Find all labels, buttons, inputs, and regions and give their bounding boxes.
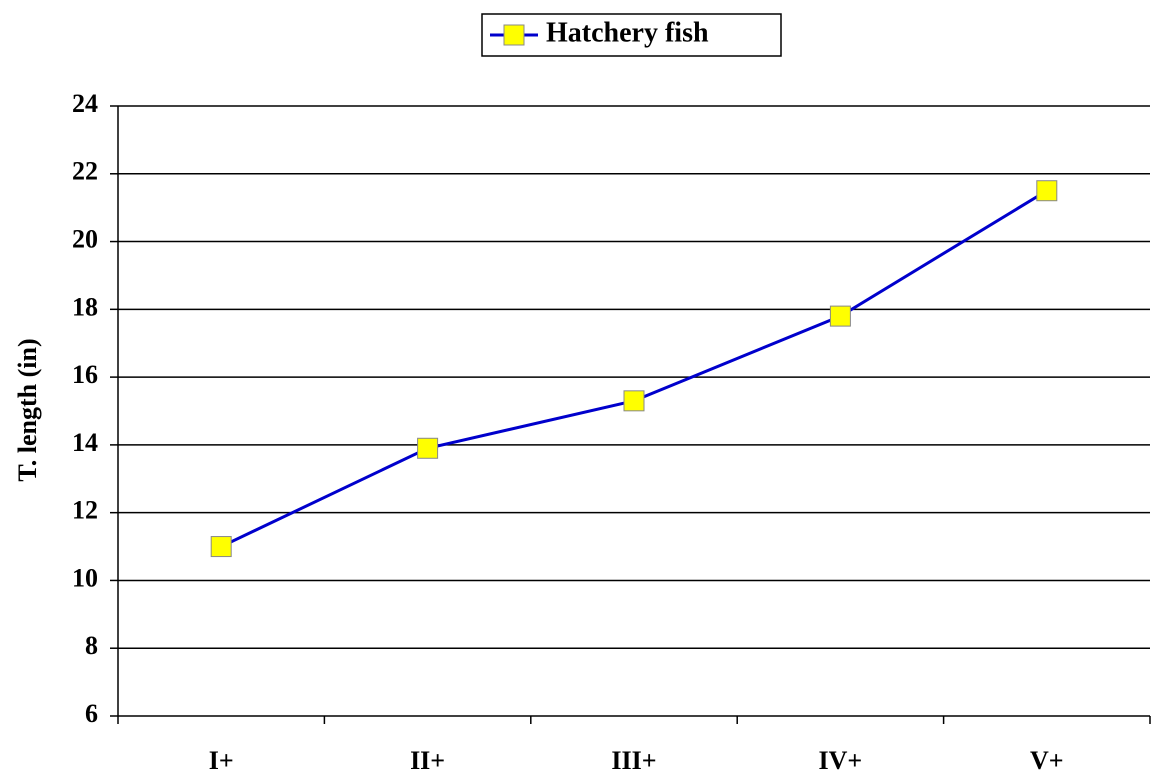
x-tick-label: III+ [611,746,656,775]
y-tick-label: 16 [72,360,98,389]
y-tick-label: 14 [72,428,98,457]
marker [210,536,232,558]
y-tick-label: 18 [72,292,98,321]
x-tick-label: II+ [410,746,445,775]
marker [417,437,439,459]
legend-marker [503,24,525,46]
legend-label: Hatchery fish [546,17,709,48]
y-tick-label: 20 [72,225,98,254]
marker [829,305,851,327]
x-tick-label: V+ [1030,746,1064,775]
marker [1036,180,1058,202]
line [220,189,1048,548]
x-tick-label: I+ [209,746,234,775]
y-tick-label: 22 [72,157,98,186]
y-tick-label: 24 [72,89,98,118]
y-tick-label: 6 [85,699,98,728]
y-axis-label: T. length (in) [13,338,42,481]
y-tick-label: 12 [72,496,98,525]
y-tick-label: 10 [72,563,98,592]
x-tick-label: IV+ [819,746,863,775]
y-tick-label: 8 [85,631,98,660]
marker [623,390,645,412]
